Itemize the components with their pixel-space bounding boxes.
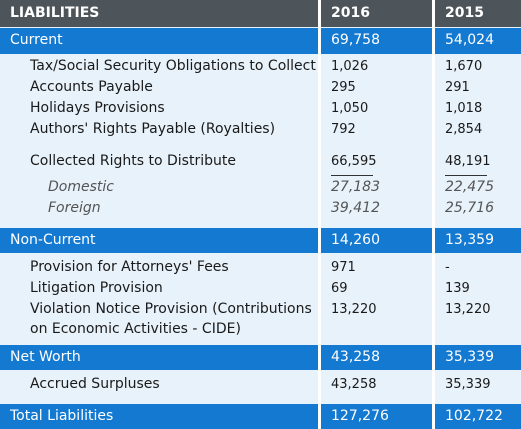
networth-row: Net Worth 43,258 35,339 <box>0 345 521 370</box>
collected-row: Collected Rights to Distribute 66,595 48… <box>0 153 521 173</box>
table-row: Authors' Rights Payable (Royalties) 792 … <box>0 121 521 141</box>
total-2016: 127,276 <box>331 408 389 424</box>
row-2015: 139 <box>445 281 470 296</box>
table-row: Accounts Payable 295 291 <box>0 79 521 99</box>
domestic-label: Domestic <box>48 179 114 195</box>
row-label: Accrued Surpluses <box>30 376 160 392</box>
row-label-continued: on Economic Activities - CIDE) <box>30 321 241 337</box>
current-label: Current <box>10 32 63 48</box>
row-label: Provision for Attorneys' Fees <box>30 259 229 275</box>
table-row: Holidays Provisions 1,050 1,018 <box>0 100 521 120</box>
table-row: Provision for Attorneys' Fees 971 - <box>0 259 521 279</box>
row-2016: 1,026 <box>331 59 369 74</box>
noncurrent-2015: 13,359 <box>445 232 494 248</box>
row-label: Violation Notice Provision (Contribution… <box>30 301 312 317</box>
header-2015: 2015 <box>445 5 484 21</box>
noncurrent-label: Non-Current <box>10 232 96 248</box>
row-2015: 1,670 <box>445 59 483 74</box>
table-row: Tax/Social Security Obligations to Colle… <box>0 58 521 78</box>
row-2016: 792 <box>331 122 356 137</box>
foreign-2015: 25,716 <box>445 200 494 216</box>
foreign-label: Foreign <box>48 200 101 216</box>
row-2015: 13,220 <box>445 302 491 317</box>
domestic-row: Domestic 27,183 22,475 <box>0 179 521 199</box>
row-2016: 971 <box>331 260 356 275</box>
noncurrent-row: Non-Current 14,260 13,359 <box>0 228 521 253</box>
row-label: Litigation Provision <box>30 280 163 296</box>
row-2016: 295 <box>331 80 356 95</box>
row-label: Accounts Payable <box>30 79 153 95</box>
row-2015: 1,018 <box>445 101 483 116</box>
row-2016: 69 <box>331 281 348 296</box>
table-row: Litigation Provision 69 139 <box>0 280 521 300</box>
column-divider <box>318 0 321 429</box>
row-2015: 2,854 <box>445 122 483 137</box>
row-2015: - <box>445 260 450 275</box>
domestic-2016: 27,183 <box>331 179 380 195</box>
header-label: LIABILITIES <box>10 5 100 21</box>
table-row: Accrued Surpluses 43,258 35,339 <box>0 376 521 396</box>
row-2015: 35,339 <box>445 377 491 392</box>
collected-2016: 66,595 <box>331 154 377 169</box>
row-label: Authors' Rights Payable (Royalties) <box>30 121 276 137</box>
noncurrent-2016: 14,260 <box>331 232 380 248</box>
row-label: Tax/Social Security Obligations to Colle… <box>30 58 316 74</box>
domestic-2015: 22,475 <box>445 179 494 195</box>
row-2016: 43,258 <box>331 377 377 392</box>
total-2015: 102,722 <box>445 408 503 424</box>
total-row: Total Liabilities 127,276 102,722 <box>0 404 521 429</box>
current-row: Current 69,758 54,024 <box>0 28 521 54</box>
current-2015: 54,024 <box>445 32 494 48</box>
collected-2015: 48,191 <box>445 154 491 169</box>
foreign-row: Foreign 39,412 25,716 <box>0 200 521 220</box>
row-label: Holidays Provisions <box>30 100 165 116</box>
networth-2016: 43,258 <box>331 349 380 365</box>
row-2016: 1,050 <box>331 101 369 116</box>
total-label: Total Liabilities <box>10 408 114 424</box>
header-2016: 2016 <box>331 5 370 21</box>
networth-2015: 35,339 <box>445 349 494 365</box>
table-header: LIABILITIES 2016 2015 <box>0 0 521 27</box>
underline-2015 <box>445 175 487 176</box>
foreign-2016: 39,412 <box>331 200 380 216</box>
row-2015: 291 <box>445 80 470 95</box>
current-2016: 69,758 <box>331 32 380 48</box>
underline-2016 <box>331 175 373 176</box>
row-2016: 13,220 <box>331 302 377 317</box>
table-row: Violation Notice Provision (Contribution… <box>0 301 521 341</box>
collected-label: Collected Rights to Distribute <box>30 153 236 169</box>
column-divider <box>432 0 435 429</box>
networth-label: Net Worth <box>10 349 81 365</box>
